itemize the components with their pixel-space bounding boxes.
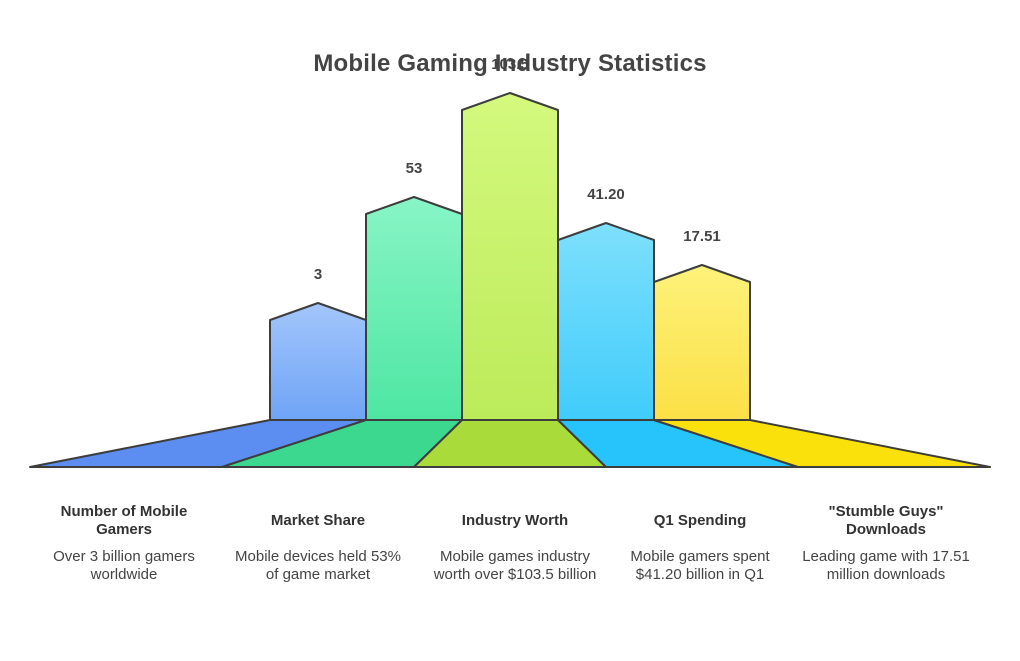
value-label-gamers: 3 (314, 266, 322, 283)
category-description: Mobile games industry worth over $103.5 … (433, 548, 597, 583)
category-title: Industry Worth (461, 512, 569, 529)
value-label-stumble-guys: 17.51 (683, 228, 721, 245)
category-description: Over 3 billion gamers worldwide (53, 548, 195, 583)
base-layer (29, 419, 991, 468)
bar-q1-spending (557, 222, 655, 421)
chart-title: Mobile Gaming Industry Statistics (313, 50, 707, 77)
category-title: "Stumble Guys" Downloads (828, 503, 944, 538)
value-label-market-share: 53 (406, 160, 423, 177)
category-description: Mobile devices held 53% of game market (235, 548, 401, 583)
category-description: Leading game with 17.51 million download… (802, 548, 970, 583)
category-column-stumble-guys: "Stumble Guys" Downloads Leading game wi… (796, 503, 976, 584)
value-labels-layer: 3 53 103.5 41.20 17.51 (314, 56, 721, 283)
bar-industry-worth (461, 92, 559, 421)
bar-market-share (365, 196, 463, 421)
category-column-market-share: Market Share Mobile devices held 53% of … (228, 503, 408, 584)
category-title: Q1 Spending (653, 512, 747, 529)
bars-layer (269, 92, 751, 421)
category-description: Mobile gamers spent $41.20 billion in Q1 (630, 548, 770, 583)
value-label-q1-spending: 41.20 (587, 186, 625, 203)
category-column-q1-spending: Q1 Spending Mobile gamers spent $41.20 b… (610, 503, 790, 584)
value-label-industry-worth: 103.5 (491, 56, 529, 73)
bar-gamers (269, 302, 367, 421)
category-column-gamers: Number of Mobile Gamers Over 3 billion g… (34, 503, 214, 584)
category-title: Number of Mobile Gamers (60, 503, 188, 538)
category-title: Market Share (270, 512, 366, 529)
bar-stumble-guys (653, 264, 751, 421)
category-column-industry-worth: Industry Worth Mobile games industry wor… (425, 503, 605, 584)
